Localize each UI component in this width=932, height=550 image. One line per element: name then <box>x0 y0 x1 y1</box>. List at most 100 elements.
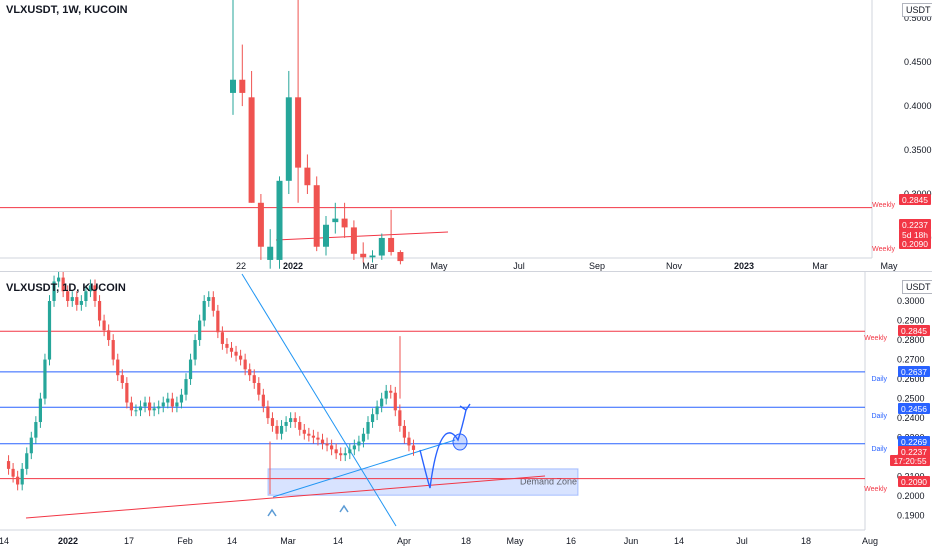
daily-candle-body <box>179 394 184 403</box>
daily-candle-body <box>148 402 152 411</box>
daily-candle-body <box>70 297 74 301</box>
daily-candle-body <box>116 359 120 376</box>
daily-time-tick: Feb <box>177 536 193 546</box>
daily-candle-body <box>138 406 143 411</box>
daily-chart-pane[interactable]: 0.3000 0.2900 0.2800 0.2700 0.2600 0.2500 0.24… <box>0 272 932 550</box>
weekly-price-tag-label: Weekly <box>872 202 895 209</box>
daily-time-tick: May <box>506 536 524 546</box>
weekly-time-tick: 2022 <box>283 261 303 271</box>
daily-candle-body <box>293 418 297 423</box>
weekly-chart-title: VLXUSDT, 1W, KUCOIN <box>6 4 128 16</box>
daily-price-tick: 0.2700 <box>897 355 925 365</box>
weekly-price-tag-value: 0.2237 <box>902 220 928 230</box>
weekly-price-tag-label: Weekly <box>872 246 895 253</box>
daily-candle-body <box>125 382 129 403</box>
daily-candle-body <box>161 402 165 407</box>
daily-candle-body <box>384 390 388 399</box>
daily-candle-body <box>325 443 329 446</box>
daily-candle-body <box>88 285 93 292</box>
weekly-candle-body <box>257 202 264 247</box>
daily-price-tag-label: Weekly <box>864 486 887 493</box>
daily-candle-body <box>343 453 347 456</box>
daily-candle-body <box>102 320 106 331</box>
weekly-candle-body <box>341 218 348 228</box>
projection-path <box>419 409 467 489</box>
demand-zone-label: Demand Zone <box>520 477 577 487</box>
daily-candle-body <box>47 301 52 360</box>
pane-divider[interactable] <box>0 271 932 272</box>
daily-candle-body <box>34 422 38 438</box>
daily-candle-body <box>330 445 334 450</box>
weekly-price-tick: 0.4000 <box>904 101 932 111</box>
daily-price-tag-value: 0.2090 <box>901 477 927 487</box>
weekly-candle-body <box>332 218 339 223</box>
daily-time-tick: 14 <box>0 536 9 546</box>
weekly-candle-body <box>360 253 367 258</box>
daily-time-tick: 18 <box>461 536 471 546</box>
daily-price-tick: 0.2600 <box>897 374 925 384</box>
daily-price-tag <box>898 436 930 447</box>
weekly-price-tag <box>899 219 931 230</box>
daily-price-tag-label: Daily <box>871 376 887 383</box>
daily-candle-body <box>57 277 61 282</box>
weekly-candle-body <box>304 167 311 186</box>
daily-candle-body <box>348 449 352 454</box>
weekly-trendline <box>275 231 449 241</box>
daily-candle-body <box>220 332 224 344</box>
daily-candle-body <box>229 347 234 352</box>
daily-candle-body <box>43 359 47 399</box>
weekly-price-tick: 0.3500 <box>904 145 932 155</box>
weekly-price-tag <box>899 238 931 249</box>
daily-candle-body <box>402 425 406 438</box>
weekly-price-tag <box>899 229 931 240</box>
daily-candle-body <box>261 394 265 407</box>
daily-chart[interactable]: 0.30000.29000.28000.27000.26000.25000.24… <box>0 272 932 550</box>
low-marker-caret <box>339 504 349 513</box>
daily-candle-body <box>25 453 29 469</box>
daily-candle-body <box>279 425 284 434</box>
daily-candle-body <box>380 398 384 407</box>
daily-price-tick: 0.2000 <box>897 491 925 501</box>
daily-candle-body <box>134 410 138 412</box>
daily-candle-body <box>375 406 379 415</box>
daily-candle-body <box>152 408 156 411</box>
daily-candle-body <box>207 297 211 301</box>
daily-candle-body <box>11 468 15 477</box>
daily-time-tick: Mar <box>280 536 296 546</box>
daily-price-tag-label: Daily <box>871 446 887 453</box>
daily-price-tag-value: 0.2456 <box>901 404 927 414</box>
weekly-candle-body <box>313 185 320 247</box>
daily-candle-body <box>339 453 343 456</box>
daily-descending-trendline <box>241 273 397 527</box>
daily-candle-body <box>75 297 79 305</box>
daily-candle-body <box>198 320 202 341</box>
weekly-chart-pane[interactable]: 0.70000.65000.60000.55000.50000.45000.40… <box>0 0 932 272</box>
weekly-time-tick: 2023 <box>734 261 754 271</box>
weekly-chart[interactable]: 0.70000.65000.60000.55000.50000.45000.40… <box>0 0 932 272</box>
daily-price-tag <box>898 366 930 377</box>
daily-candle-body <box>248 369 252 376</box>
daily-candle-body <box>307 433 311 436</box>
daily-candle-body <box>311 435 315 438</box>
daily-candle-body <box>316 437 320 440</box>
daily-candle-body <box>93 285 97 301</box>
daily-time-tick: 17 <box>124 536 134 546</box>
daily-price-tag <box>898 446 930 457</box>
weekly-price-tick: 0.5000 <box>904 13 932 23</box>
daily-candle-body <box>166 398 170 403</box>
daily-price-tag-value: 17:20:55 <box>893 456 926 466</box>
daily-candle-body <box>370 414 375 423</box>
low-marker-caret <box>267 508 277 517</box>
daily-candle-body <box>352 445 356 450</box>
daily-candle-body <box>289 418 293 423</box>
daily-time-tick: 14 <box>227 536 237 546</box>
weekly-candle-body <box>388 237 395 253</box>
daily-time-tick: 14 <box>674 536 684 546</box>
daily-candle-body <box>120 375 124 383</box>
daily-candle-body <box>84 291 88 301</box>
daily-price-tick: 0.2500 <box>897 394 925 404</box>
daily-candle-body <box>16 476 20 485</box>
daily-candle-body <box>129 402 133 411</box>
daily-price-tag-value: 0.2269 <box>901 437 927 447</box>
weekly-candle-body <box>248 97 255 203</box>
